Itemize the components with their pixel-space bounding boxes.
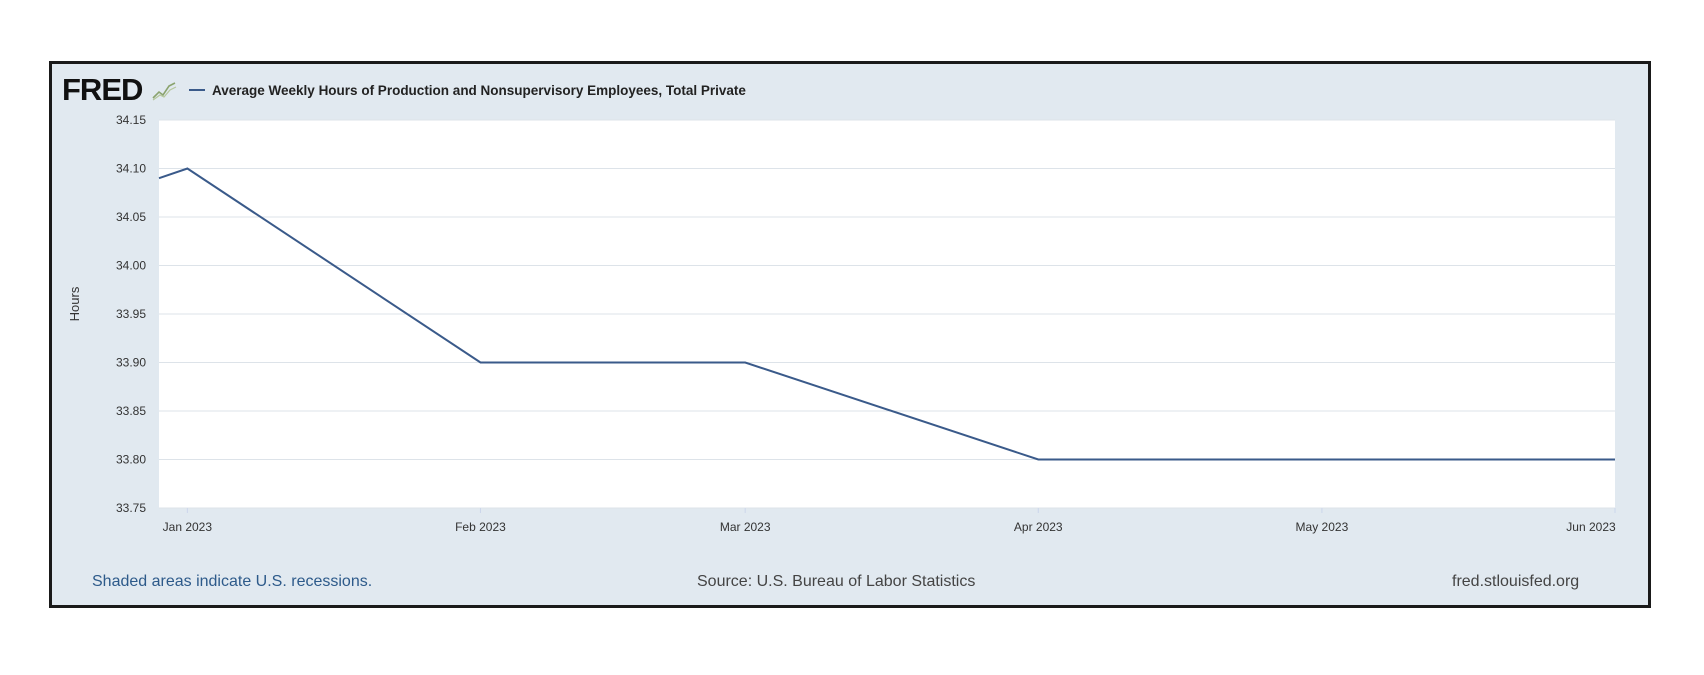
y-tick-label: 33.80	[116, 453, 146, 467]
y-tick-label: 33.95	[116, 307, 146, 321]
fred-logo[interactable]: FRED	[62, 72, 177, 107]
y-tick-label: 34.00	[116, 259, 146, 273]
y-tick-label: 34.05	[116, 210, 146, 224]
legend-series-label: Average Weekly Hours of Production and N…	[212, 83, 746, 98]
site-link[interactable]: fred.stlouisfed.org	[1452, 573, 1579, 590]
source-note: Source: U.S. Bureau of Labor Statistics	[697, 573, 975, 590]
fred-logo-graph-icon	[152, 82, 177, 101]
x-tick-label: Feb 2023	[455, 520, 506, 534]
x-tick-label: May 2023	[1296, 520, 1349, 534]
series-line[interactable]	[158, 167, 1615, 461]
y-tick-label: 33.75	[116, 501, 146, 515]
y-tick-label: 34.15	[116, 113, 146, 127]
fred-logo-text: FRED	[62, 72, 143, 107]
x-tick-label: Jun 2023	[1566, 520, 1616, 534]
chart-frame: FRED Average Weekly Hours of Production …	[49, 61, 1651, 608]
line-chart: FRED Average Weekly Hours of Production …	[62, 72, 1616, 590]
y-axis-ticks: 34.15 34.10 34.05 34.00 33.95 33.90 33.85 33.80…	[116, 113, 146, 515]
x-tick-label: Apr 2023	[1014, 520, 1063, 534]
y-tick-label: 33.85	[116, 404, 146, 418]
gridlines	[159, 119, 1615, 509]
y-tick-label: 33.90	[116, 356, 146, 370]
legend: Average Weekly Hours of Production and N…	[189, 83, 746, 98]
y-axis-label: Hours	[67, 286, 82, 321]
y-tick-label: 34.10	[116, 162, 146, 176]
x-axis-ticks: Jan 2023 Feb 2023 Mar 2023 Apr 2023 May 2023…	[163, 508, 1616, 534]
x-tick-label: Jan 2023	[163, 520, 213, 534]
series-layer	[158, 167, 1615, 461]
x-tick-label: Mar 2023	[720, 520, 771, 534]
recessions-note: Shaded areas indicate U.S. recessions.	[92, 573, 372, 590]
